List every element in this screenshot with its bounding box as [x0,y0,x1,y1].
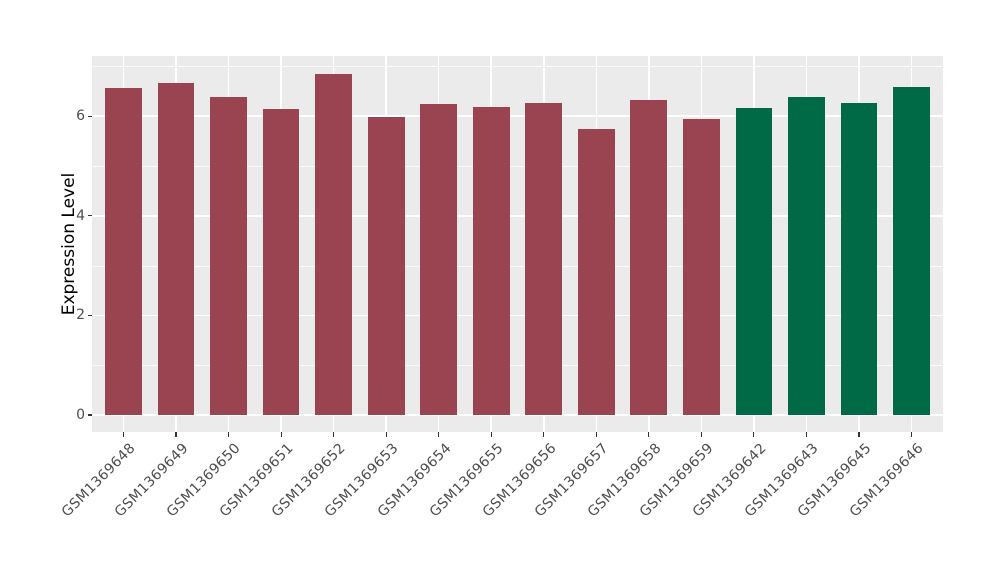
bar-GSM1369649 [157,82,195,415]
bar-GSM1369646 [893,86,930,415]
bar-GSM1369655 [472,107,510,415]
minor-gridline [92,365,943,367]
y-tick-mark [87,215,92,217]
x-tick-mark [490,432,492,437]
bar-GSM1369657 [577,129,615,415]
x-tick-mark [333,432,335,437]
bar-GSM1369656 [525,103,563,415]
bar-GSM1369653 [367,117,405,415]
y-axis-title: Expression Level [59,172,79,316]
y-tick-label: 2 [76,307,85,324]
x-tick-mark [753,432,755,437]
x-tick-mark [805,432,807,437]
x-tick-mark [595,432,597,437]
y-tick-label: 4 [76,207,85,224]
bar-GSM1369648 [105,88,142,415]
x-tick-mark [858,432,860,437]
y-tick-mark [87,115,92,117]
x-tick-mark [227,432,230,437]
x-tick-mark [122,432,125,437]
x-tick-mark [543,432,545,437]
bar-GSM1369642 [735,108,773,415]
major-gridline [92,314,943,317]
bar-GSM1369651 [262,109,300,415]
bar-GSM1369654 [420,103,458,415]
minor-gridline [92,265,943,267]
plot-panel [92,56,943,432]
x-tick-mark [385,432,387,437]
bar-GSM1369650 [210,97,247,415]
bar-GSM1369643 [788,96,825,415]
major-gridline [92,115,943,117]
y-tick-mark [87,314,92,316]
bar-GSM1369658 [630,99,668,415]
major-gridline [92,414,943,416]
x-tick-mark [648,432,650,437]
bar-GSM1369659 [682,119,720,415]
y-tick-label: 6 [76,108,85,125]
bar-GSM1369645 [840,103,878,415]
x-tick-mark [175,432,177,437]
y-tick-mark [87,414,92,416]
x-tick-mark [280,432,282,437]
y-tick-label: 0 [76,407,85,423]
bar-GSM1369652 [315,73,353,415]
x-tick-mark [700,432,702,437]
minor-gridline [92,66,943,68]
minor-gridline [92,166,943,167]
x-tick-mark [910,432,913,437]
major-gridline [92,215,943,217]
x-tick-mark [438,432,440,437]
